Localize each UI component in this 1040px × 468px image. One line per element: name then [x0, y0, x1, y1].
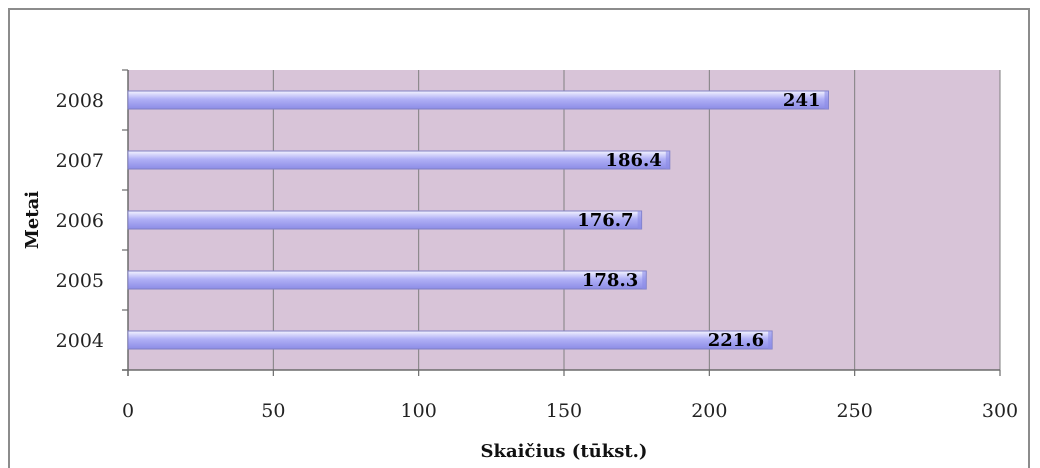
x-tick-label: 250 — [837, 400, 873, 422]
bar-2005 — [127, 270, 647, 290]
x-tick-labels: 0 50 100 150 200 250 300 — [122, 400, 1018, 422]
bar-end-cap — [637, 211, 642, 229]
y-tick-label: 2008 — [56, 90, 104, 112]
y-tick-label: 2007 — [56, 150, 104, 172]
y-axis-title: Metai — [22, 191, 43, 249]
x-tick-label: 0 — [122, 400, 134, 422]
data-label: 178.3 — [582, 270, 638, 291]
y-tick-label: 2005 — [56, 270, 104, 292]
data-label: 241 — [783, 90, 821, 111]
bar — [127, 90, 830, 110]
data-label: 176.7 — [577, 210, 633, 231]
bar-end-cap — [768, 331, 773, 349]
data-labels: 221.6 178.3 176.7 186.4 241 — [577, 90, 820, 351]
bar — [127, 210, 643, 230]
x-tick-label: 50 — [261, 400, 285, 422]
x-tick-label: 100 — [401, 400, 437, 422]
y-tick-labels: 2004 2005 2006 2007 2008 — [56, 90, 104, 352]
x-tick-label: 300 — [982, 400, 1018, 422]
bars — [127, 90, 830, 350]
bar-2006 — [127, 210, 643, 230]
bar-2007 — [127, 150, 671, 170]
x-tick-label: 200 — [691, 400, 727, 422]
data-label: 186.4 — [605, 150, 661, 171]
bar — [127, 270, 647, 290]
y-tick-label: 2004 — [56, 330, 104, 352]
bar-2004 — [127, 330, 773, 350]
x-tick-label: 150 — [546, 400, 582, 422]
y-tick-label: 2006 — [56, 210, 104, 232]
bar — [127, 150, 671, 170]
bar-end-cap — [824, 91, 829, 109]
bar-2008 — [127, 90, 830, 110]
bar-end-cap — [642, 271, 647, 289]
data-label: 221.6 — [708, 330, 764, 351]
bar-end-cap — [665, 151, 670, 169]
x-axis-title: Skaičius (tūkst.) — [481, 441, 648, 462]
bar — [127, 330, 773, 350]
